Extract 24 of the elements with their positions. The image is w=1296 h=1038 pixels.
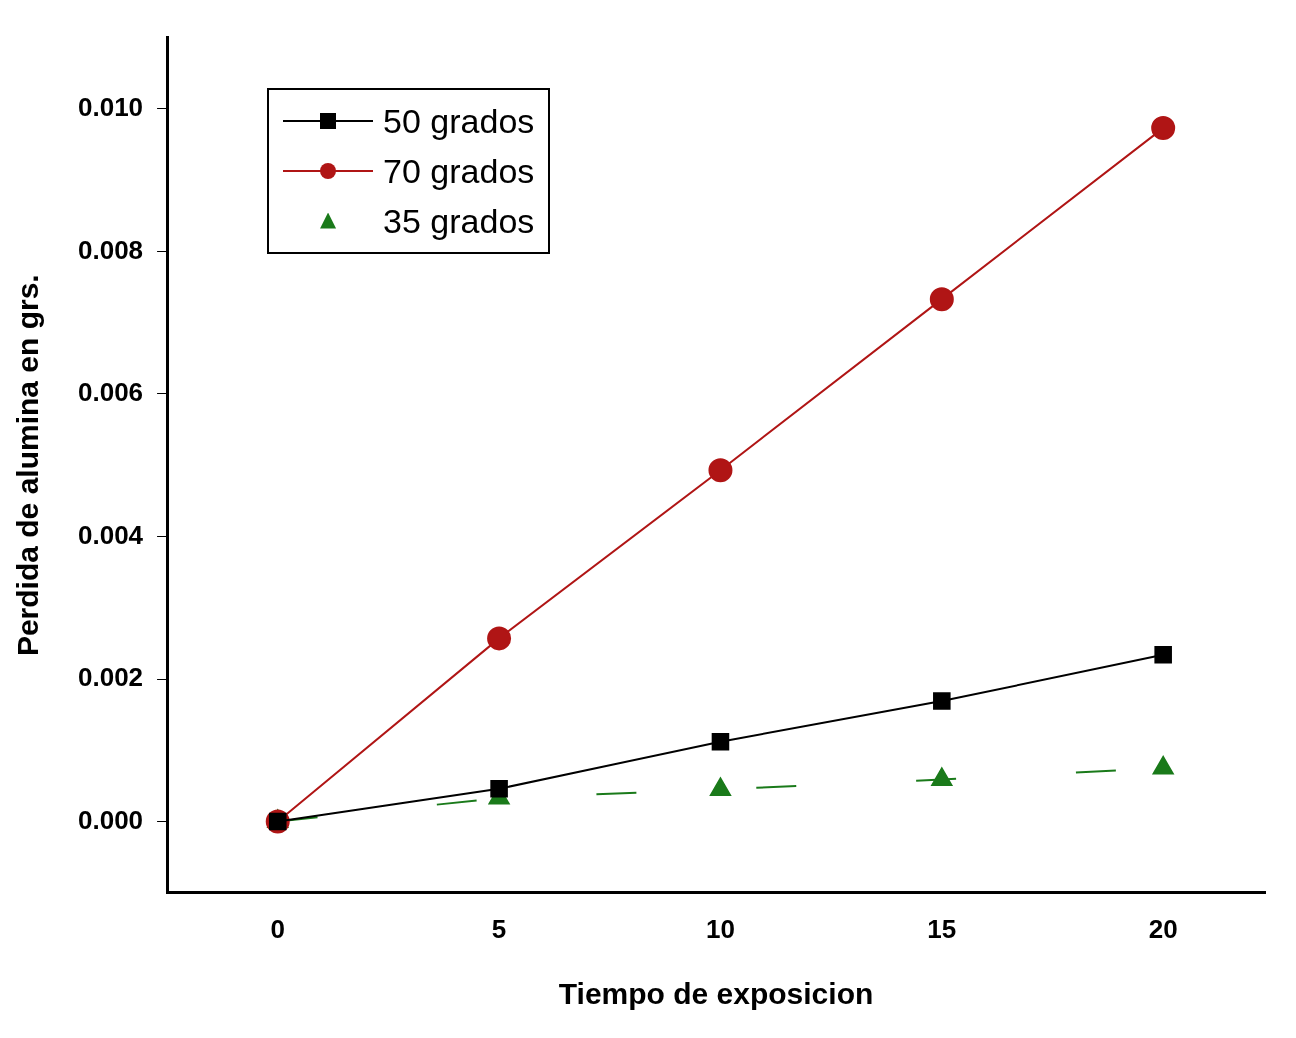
y-tick-label: 0.004 xyxy=(77,519,144,550)
x-tick-label: 15 xyxy=(927,913,957,944)
point xyxy=(711,732,730,751)
y-axis-title: Perdida de alumina en grs. xyxy=(11,274,45,657)
y-tick-label: 0.000 xyxy=(77,804,144,835)
x-axis-title: Tiempo de exposicion xyxy=(558,977,874,1011)
point xyxy=(1154,645,1172,664)
point xyxy=(708,458,733,483)
y-tick-label: 0.010 xyxy=(77,92,144,123)
point xyxy=(1151,116,1176,141)
legend-label: 70 grados xyxy=(383,150,535,192)
y-tick-label: 0.008 xyxy=(77,234,144,265)
legend-label: 35 grados xyxy=(383,200,535,242)
y-tick-label: 0.002 xyxy=(77,662,144,693)
x-tick-label: 0 xyxy=(270,913,285,944)
point xyxy=(487,626,512,651)
point xyxy=(933,692,951,710)
x-tick-label: 20 xyxy=(1148,913,1178,944)
point xyxy=(490,779,508,798)
x-tick-label: 5 xyxy=(491,913,507,944)
legend-label: 50 grados xyxy=(383,100,535,142)
y-tick-label: 0.006 xyxy=(77,377,144,408)
point xyxy=(929,287,954,312)
x-tick-label: 10 xyxy=(706,913,735,944)
